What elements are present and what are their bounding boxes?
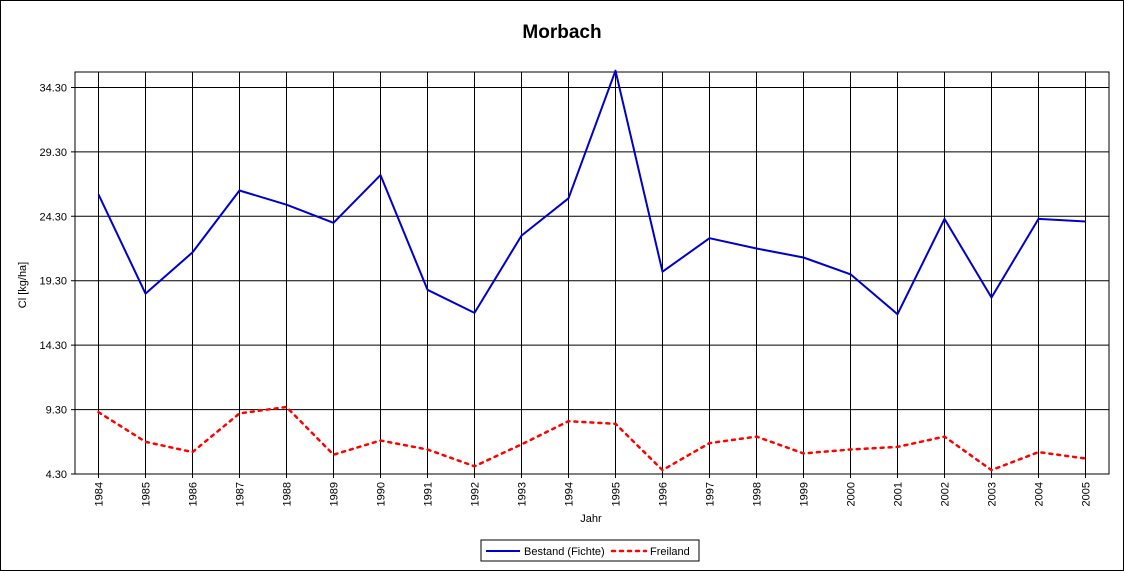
x-tick-label: 1984 — [94, 482, 106, 506]
x-tick-label: 1990 — [376, 482, 388, 506]
plot-area — [74, 71, 1110, 475]
series-layer — [97, 69, 1087, 472]
x-tick-label: 1989 — [329, 482, 341, 506]
x-tick-label: 1991 — [423, 482, 435, 506]
legend-box — [480, 539, 700, 562]
grid — [71, 71, 1110, 478]
y-tick-label: 4.30 — [46, 469, 67, 481]
y-tick-label: 9.30 — [46, 405, 67, 417]
x-tick-label: 2004 — [1034, 482, 1046, 506]
chart-title: Morbach — [522, 22, 601, 43]
x-tick-label: 1999 — [799, 482, 811, 506]
x-tick-label: 1996 — [658, 482, 670, 506]
x-tick-label: 1993 — [517, 482, 529, 506]
legend-label: Bestand (Fichte) — [524, 546, 605, 558]
x-tick-label: 1992 — [470, 482, 482, 506]
y-tick-label: 19.30 — [39, 276, 67, 288]
y-tick-label: 34.30 — [39, 82, 67, 94]
x-tick-label: 1987 — [235, 482, 247, 506]
x-tick-label: 2000 — [846, 482, 858, 506]
x-tick-label: 1988 — [282, 482, 294, 506]
series-line-freiland — [97, 405, 1087, 472]
x-tick-label: 1995 — [611, 482, 623, 506]
x-tick-label: 2002 — [940, 482, 952, 506]
y-tick-label: 24.30 — [39, 211, 67, 223]
y-axis-label: Cl [kg/ha] — [17, 262, 29, 308]
x-tick-label: 1985 — [141, 482, 153, 506]
y-tick-label: 14.30 — [39, 340, 67, 352]
x-tick-label: 2005 — [1081, 482, 1093, 506]
legend-label: Freiland — [650, 546, 690, 558]
legend: Bestand (Fichte) Freiland — [480, 539, 700, 562]
series-line-bestand — [97, 69, 1086, 316]
x-tick-label: 1997 — [705, 482, 717, 506]
y-tick-label: 29.30 — [39, 147, 67, 159]
x-tick-label: 2001 — [893, 482, 905, 506]
x-tick-label: 1994 — [564, 482, 576, 506]
x-axis-label: Jahr — [580, 513, 602, 525]
x-tick-label: 2003 — [987, 482, 999, 506]
y-axis-ticks: 4.30 9.30 14.30 19.30 24.30 29.30 34.30 — [39, 82, 67, 481]
x-tick-label: 1986 — [188, 482, 200, 506]
x-axis-ticks: 1984 1985 1986 1987 1988 1989 1990 1991 1992 1993… — [94, 482, 1093, 506]
x-tick-label: 1998 — [752, 482, 764, 506]
